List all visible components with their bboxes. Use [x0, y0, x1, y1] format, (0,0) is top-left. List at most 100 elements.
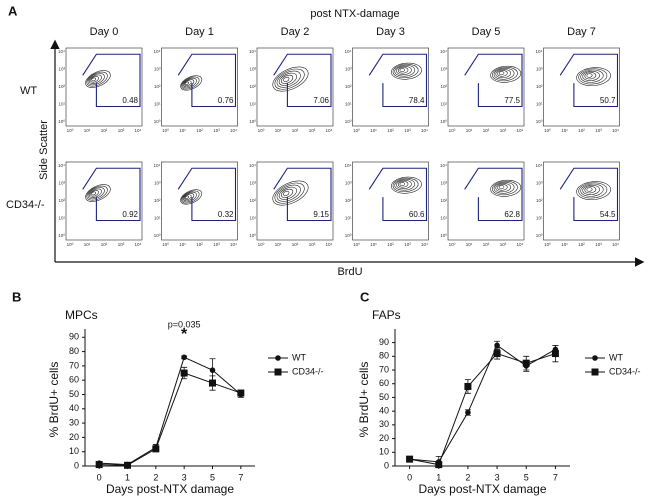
- gate-value: 60.6: [409, 210, 425, 219]
- tick-label small: 10¹: [84, 128, 91, 133]
- contour: [490, 65, 522, 83]
- legend-marker: [591, 368, 599, 376]
- contour: [274, 68, 305, 90]
- row-label: CD34-/-: [6, 199, 45, 211]
- tick-label small: 10⁴: [58, 163, 65, 168]
- contour: [180, 189, 203, 205]
- plot-frame: [161, 161, 238, 241]
- x-tick-label: 3: [495, 472, 500, 482]
- panel-title: post NTX-damage: [310, 8, 399, 20]
- tick-label small: 10⁰: [544, 128, 551, 133]
- gate: [177, 167, 237, 222]
- tick-label small: 10³: [500, 128, 507, 133]
- tick-label small: 10²: [578, 242, 585, 247]
- tick-label small: 10³: [58, 181, 65, 186]
- gate: [464, 167, 523, 222]
- tick-label small: 10²: [249, 198, 256, 203]
- contour: [274, 182, 305, 204]
- tick-label small: 10²: [292, 128, 299, 133]
- tick-label small: 10²: [345, 84, 352, 89]
- tick-label small: 10²: [101, 242, 108, 247]
- x-tick-label: 1: [436, 472, 441, 482]
- contour: [183, 80, 192, 87]
- tick-label small: 10⁴: [249, 49, 256, 54]
- marker: [181, 354, 187, 361]
- tick-label small: 10⁰: [162, 242, 169, 247]
- tick-label small: 10⁴: [326, 128, 333, 133]
- y-tick-label: 20: [379, 433, 389, 443]
- tick-label small: 10¹: [154, 216, 161, 221]
- contour: [280, 74, 294, 84]
- tick-label small: 10²: [154, 84, 161, 89]
- tick-label small: 10³: [154, 181, 161, 186]
- tick-label small: 10⁰: [154, 119, 161, 124]
- gate-value: 7.06: [313, 96, 329, 105]
- marker: [209, 367, 216, 373]
- tick-label small: 10³: [404, 128, 411, 133]
- column-label: Day 0: [90, 26, 119, 38]
- tick-label small: 10³: [536, 181, 543, 186]
- tick-label small: 10¹: [154, 102, 161, 107]
- tick-label small: 10¹: [561, 242, 568, 247]
- contour: [399, 68, 405, 72]
- tick-label small: 10¹: [370, 242, 377, 247]
- legend-label: WT: [609, 352, 623, 362]
- y-tick-label: 0: [384, 460, 389, 470]
- tick-label small: 10¹: [440, 102, 447, 107]
- contour: [184, 195, 189, 199]
- tick-label small: 10¹: [345, 216, 352, 221]
- contour: [493, 68, 515, 80]
- contour: [580, 183, 604, 197]
- tick-label small: 10²: [58, 198, 65, 203]
- contour: [578, 182, 608, 199]
- x-tick-label: 5: [210, 472, 215, 482]
- contour: [91, 77, 96, 82]
- tick-label small: 10⁰: [353, 242, 360, 247]
- tick-label small: 10⁰: [449, 128, 456, 133]
- contour: [490, 179, 522, 197]
- contour: [576, 181, 611, 201]
- contour: [392, 63, 419, 79]
- y-tick-label: 90: [69, 332, 79, 342]
- contour: [90, 76, 99, 83]
- contour: [498, 71, 505, 76]
- tick-label small: 10¹: [440, 216, 447, 221]
- row-label: WT: [20, 85, 37, 97]
- contour: [276, 70, 301, 88]
- y-tick-label: 60: [69, 375, 79, 385]
- contour: [278, 186, 298, 200]
- tick-label small: 10⁰: [544, 242, 551, 247]
- gate: [273, 167, 332, 222]
- tick-label small: 10⁴: [440, 49, 447, 54]
- tick-label small: 10⁴: [421, 242, 428, 247]
- tick-label small: 10³: [345, 181, 352, 186]
- plot-frame: [256, 161, 334, 241]
- tick-label small: 10¹: [466, 128, 473, 133]
- tick-label small: 10¹: [275, 128, 282, 133]
- x-tick-label: 7: [553, 472, 558, 482]
- marker: [494, 342, 500, 349]
- tick-label small: 10⁰: [449, 242, 456, 247]
- contour: [582, 184, 600, 195]
- legend-marker: [274, 368, 282, 376]
- contour: [578, 68, 608, 85]
- contour: [498, 185, 505, 190]
- chart-title: FAPs: [372, 308, 401, 322]
- tick-label small: 10³: [58, 67, 65, 72]
- tick-label small: 10¹: [58, 102, 65, 107]
- tick-label small: 10¹: [345, 102, 352, 107]
- tick-label small: 10⁴: [230, 128, 237, 133]
- tick-label small: 10³: [213, 128, 220, 133]
- y-tick-label: 30: [69, 417, 79, 427]
- contour: [497, 184, 508, 191]
- tick-label small: 10¹: [370, 128, 377, 133]
- contour: [586, 73, 593, 78]
- plot-frame: [352, 47, 429, 127]
- contour: [280, 188, 294, 198]
- y-tick-label: 0: [74, 460, 79, 470]
- tick-label small: 10²: [440, 198, 447, 203]
- plot-frame: [447, 47, 525, 127]
- tick-label small: 10⁴: [536, 49, 543, 54]
- marker: [152, 445, 160, 453]
